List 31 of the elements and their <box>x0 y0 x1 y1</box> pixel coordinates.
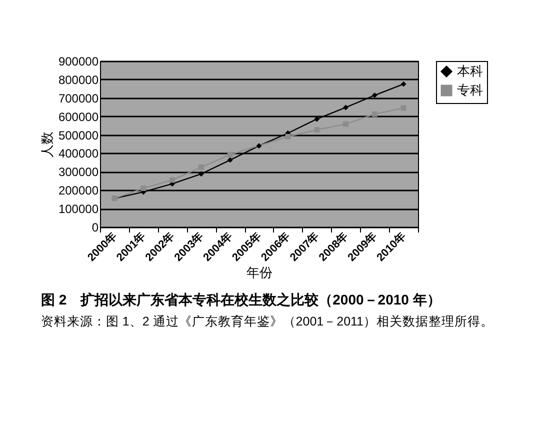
point <box>227 152 233 158</box>
point <box>256 143 262 149</box>
y-tick-label: 400000 <box>58 146 99 161</box>
text: 图 2 扩招以来广东省本专科在校生数之比较（2000－2010 年） <box>40 292 441 308</box>
y-tick-label: 500000 <box>58 128 99 142</box>
point <box>170 177 176 183</box>
y-axis-title: 人数 <box>39 132 54 158</box>
point <box>400 81 406 87</box>
point <box>342 121 348 127</box>
point <box>372 92 378 98</box>
point <box>314 127 320 133</box>
point <box>285 134 291 140</box>
x-axis-title: 年份 <box>246 265 272 280</box>
point <box>342 104 348 110</box>
legend-label: 专科 <box>457 82 483 98</box>
point <box>372 111 378 117</box>
text: 资料来源：图 1、2 通过《广东教育年鉴》（2001－2011）相关数据整理所得。 <box>40 314 494 329</box>
y-tick-label: 100000 <box>58 202 99 216</box>
point <box>140 186 146 192</box>
point <box>227 157 233 163</box>
legend-label: 本科 <box>457 64 483 78</box>
point <box>198 164 204 170</box>
y-tick-label: 800000 <box>58 72 99 87</box>
y-tick-label: 200000 <box>58 184 99 198</box>
y-tick-label: 0 <box>92 220 99 234</box>
y-tick-label: 900000 <box>58 54 99 68</box>
y-tick-label: 600000 <box>58 110 99 124</box>
y-tick-label: 700000 <box>58 91 99 106</box>
point <box>198 171 204 177</box>
point <box>400 105 406 111</box>
y-tick-label: 300000 <box>58 165 99 180</box>
